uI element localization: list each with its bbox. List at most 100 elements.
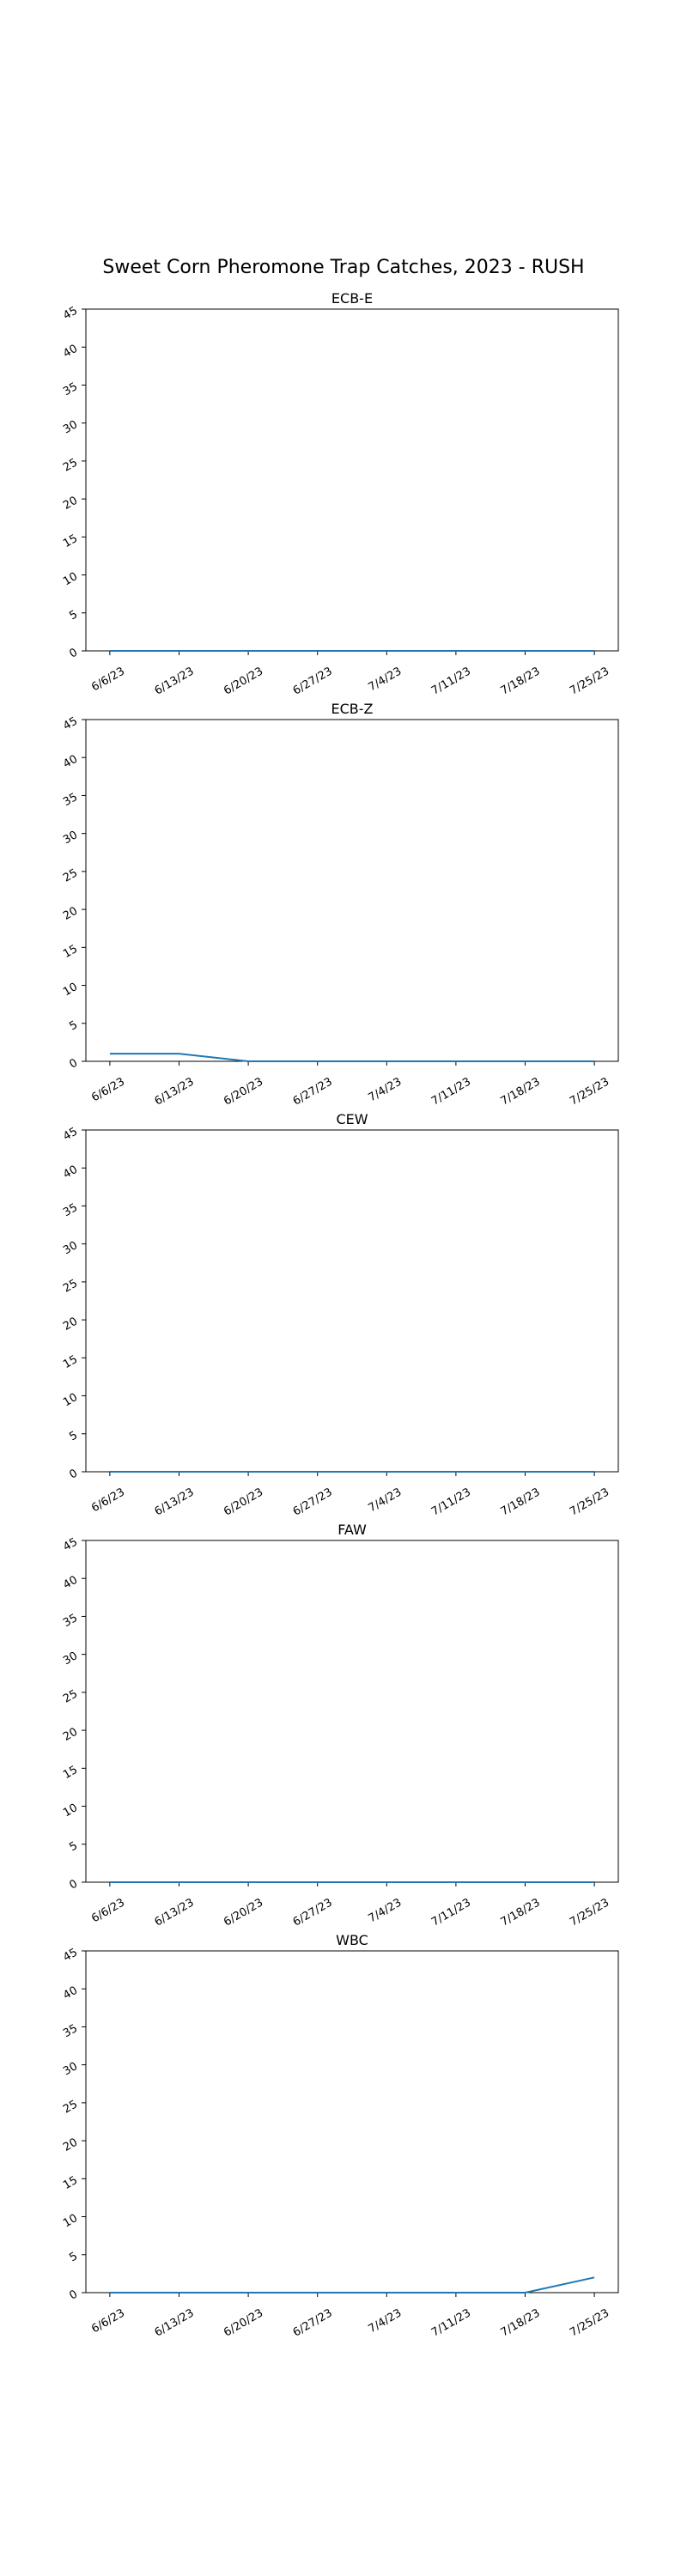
y-tick-label: 35 — [61, 380, 80, 398]
x-tick-label: 7/25/23 — [568, 665, 611, 697]
y-tick-label: 15 — [61, 1764, 80, 1782]
chart-title: ECB-E — [331, 290, 373, 307]
y-tick-label: 15 — [61, 2174, 80, 2192]
x-tick-label: 6/20/23 — [222, 1075, 265, 1108]
y-tick-label: 45 — [61, 714, 80, 732]
x-tick-label: 7/25/23 — [568, 1896, 611, 1929]
y-tick-label: 35 — [61, 1612, 80, 1630]
chart-title: CEW — [336, 1111, 368, 1127]
x-tick-label: 6/20/23 — [222, 665, 265, 697]
x-tick-label: 6/27/23 — [291, 1075, 335, 1108]
x-tick-label: 7/25/23 — [568, 1075, 611, 1108]
y-tick-label: 10 — [61, 2212, 80, 2230]
x-tick-label: 7/18/23 — [499, 665, 543, 697]
y-tick-label: 5 — [67, 608, 80, 623]
plot-frame — [85, 719, 619, 1062]
y-tick-label: 20 — [61, 905, 80, 923]
chart-title: WBC — [336, 1932, 368, 1948]
x-tick-label: 7/18/23 — [499, 1896, 543, 1929]
y-tick-label: 25 — [61, 1687, 80, 1705]
y-tick-label: 30 — [61, 1649, 80, 1668]
y-tick-label: 15 — [61, 532, 80, 550]
x-tick-label: 7/11/23 — [429, 1485, 473, 1518]
chart-panel: CEW 0 5 10 15 20 25 30 35 40 45 6/6/23 6/13/23 6/20/2… — [61, 1111, 619, 1519]
y-tick-label: 0 — [67, 1467, 80, 1481]
y-tick-label: 15 — [61, 943, 80, 961]
chart-panel: WBC 0 5 10 15 20 25 30 35 40 45 6/6/23 6/13/23 6/20/2… — [61, 1932, 619, 2340]
y-tick-label: 0 — [67, 2287, 80, 2302]
y-tick-label: 30 — [61, 418, 80, 436]
y-tick-label: 30 — [61, 2060, 80, 2078]
x-tick-label: 7/25/23 — [568, 2306, 611, 2339]
x-tick-label: 7/11/23 — [429, 1896, 473, 1929]
x-tick-label: 6/13/23 — [153, 1896, 197, 1929]
x-tick-label: 7/11/23 — [429, 1075, 473, 1108]
y-tick-label: 20 — [61, 1726, 80, 1744]
x-tick-label: 7/11/23 — [429, 665, 473, 697]
x-tick-label: 6/6/23 — [89, 1485, 127, 1515]
plot-frame — [85, 1950, 619, 2293]
plot-frame — [85, 1540, 619, 1883]
y-tick-label: 5 — [67, 1839, 80, 1854]
x-tick-label: 7/4/23 — [367, 1896, 404, 1925]
x-tick-label: 6/6/23 — [89, 1075, 127, 1104]
y-tick-label: 0 — [67, 646, 80, 660]
x-tick-label: 6/13/23 — [153, 665, 197, 697]
y-tick-label: 45 — [61, 304, 80, 322]
series-line — [109, 2276, 595, 2293]
y-tick-label: 15 — [61, 1353, 80, 1371]
x-tick-label: 7/25/23 — [568, 1485, 611, 1518]
y-tick-label: 25 — [61, 1277, 80, 1295]
y-tick-label: 5 — [67, 2250, 80, 2264]
plot-frame — [85, 308, 619, 652]
y-tick-label: 35 — [61, 2022, 80, 2040]
x-tick-label: 6/20/23 — [222, 2306, 265, 2339]
x-tick-label: 6/6/23 — [89, 1896, 127, 1925]
y-tick-label: 45 — [61, 1946, 80, 1964]
y-tick-label: 20 — [61, 1315, 80, 1334]
x-tick-label: 7/4/23 — [367, 665, 404, 694]
x-tick-label: 7/4/23 — [367, 1075, 404, 1104]
chart-title: ECB-Z — [331, 701, 374, 717]
x-tick-label: 7/18/23 — [499, 2306, 543, 2339]
y-tick-label: 35 — [61, 791, 80, 809]
x-tick-label: 7/18/23 — [499, 1485, 543, 1518]
y-tick-label: 10 — [61, 981, 80, 999]
y-tick-label: 40 — [61, 1163, 80, 1182]
y-tick-label: 0 — [67, 1877, 80, 1892]
y-tick-label: 40 — [61, 753, 80, 771]
x-tick-label: 7/18/23 — [499, 1075, 543, 1108]
y-tick-label: 35 — [61, 1201, 80, 1219]
y-tick-label: 20 — [61, 495, 80, 513]
x-tick-label: 6/6/23 — [89, 2306, 127, 2336]
y-tick-label: 40 — [61, 343, 80, 361]
x-tick-label: 6/27/23 — [291, 665, 335, 697]
y-tick-label: 10 — [61, 570, 80, 588]
y-tick-label: 25 — [61, 866, 80, 884]
chart-panel: ECB-Z 0 5 10 15 20 25 30 35 40 45 6/6/23 6/13/23 6/20… — [61, 701, 619, 1109]
y-tick-label: 10 — [61, 1801, 80, 1820]
y-tick-label: 45 — [61, 1535, 80, 1553]
y-tick-label: 25 — [61, 2098, 80, 2116]
x-tick-label: 6/20/23 — [222, 1896, 265, 1929]
y-tick-label: 0 — [67, 1056, 80, 1071]
x-tick-label: 6/20/23 — [222, 1485, 265, 1518]
x-tick-label: 6/13/23 — [153, 1075, 197, 1108]
y-tick-label: 30 — [61, 1239, 80, 1257]
y-tick-label: 30 — [61, 829, 80, 847]
y-tick-label: 10 — [61, 1391, 80, 1409]
x-tick-label: 6/27/23 — [291, 2306, 335, 2339]
x-tick-label: 7/4/23 — [367, 1485, 404, 1515]
x-tick-label: 7/4/23 — [367, 2306, 404, 2336]
x-tick-label: 6/27/23 — [291, 1896, 335, 1929]
plot-frame — [85, 1129, 619, 1473]
chart-panel: FAW 0 5 10 15 20 25 30 35 40 45 6/6/23 6/13/23 6/20/2… — [61, 1522, 619, 1929]
x-tick-label: 6/27/23 — [291, 1485, 335, 1518]
x-tick-label: 6/6/23 — [89, 665, 127, 694]
x-tick-label: 6/13/23 — [153, 2306, 197, 2339]
y-tick-label: 20 — [61, 2136, 80, 2154]
series-line — [109, 1053, 595, 1062]
chart-title: FAW — [337, 1522, 367, 1538]
y-tick-label: 5 — [67, 1018, 80, 1033]
